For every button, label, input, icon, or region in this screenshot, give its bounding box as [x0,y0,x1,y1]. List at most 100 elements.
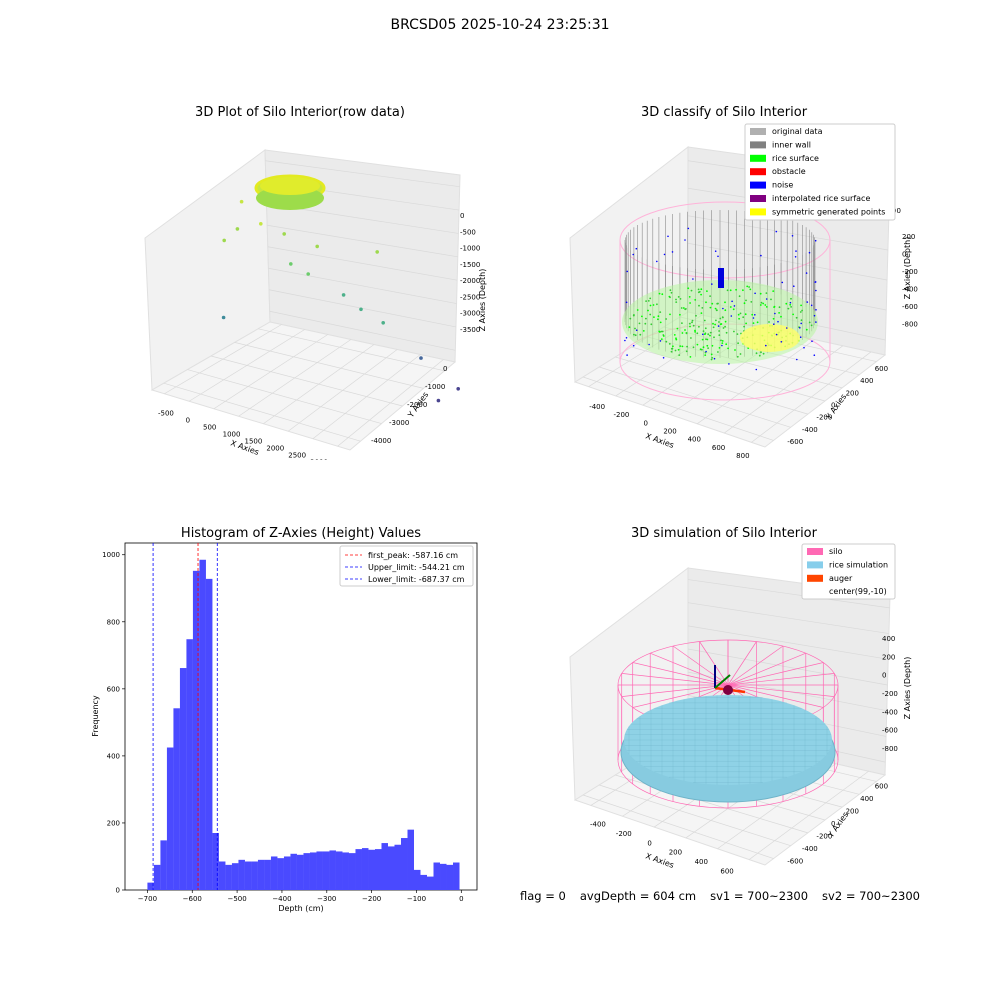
grid-line-z [268,267,457,304]
rice-surface-point [808,321,811,324]
noise-point [722,307,724,310]
histogram-bar [374,849,382,890]
rice-surface-point [701,307,704,309]
silo-roof-wire [727,684,835,697]
rice-surface-point [729,289,732,292]
rice-surface-point [672,345,674,348]
rice-surface-point [668,343,671,345]
flag-text: flag = 0 [520,889,566,903]
x-tick-label: 600 [720,867,733,875]
noise-point [815,309,817,311]
noise-point [626,270,628,273]
rice-surface-point [742,316,745,319]
rice-surface-point [720,339,722,342]
z-tick-label: -400 [882,708,898,716]
rice-surface-point [685,308,687,310]
noise-point [625,337,628,339]
z-tick-label: -1000 [460,245,480,253]
noise-point [733,305,736,307]
sv1-text: sv1 = 700~2300 [710,889,809,903]
rice-surface-point [689,322,691,325]
classify-3d-plot: 3D classify of Silo Interior -400-200020… [569,105,918,460]
legend-swatch [807,561,823,569]
rice-surface-point [755,352,758,355]
grid-line-z [265,160,460,188]
rice-surface-point [694,329,696,332]
rice-surface-point [800,304,802,307]
z-tick-label: -800 [902,320,918,328]
y-tick-label: -600 [787,438,803,446]
legend-label: interpolated rice surface [772,194,870,203]
raw-data-point [359,307,363,312]
y-tick-label: -4000 [371,437,391,445]
y-tick-label: 800 [107,618,120,626]
classify-rice-surface [622,280,818,364]
raw-data-point [306,272,310,276]
rice-surface-point [703,319,706,322]
rice-surface-point [706,290,708,292]
raw-data-point [341,293,346,297]
noise-point [814,239,817,242]
raw-data-point [282,232,286,236]
rice-surface-point [800,319,803,322]
rice-surface-point [737,313,740,316]
histogram-bar [355,849,362,890]
legend-label: obstacle [772,167,806,176]
histogram-bar [296,854,304,890]
legend-swatch [750,181,766,189]
histogram-bar [427,876,434,890]
noise-point [793,285,795,287]
rice-surface-point [645,317,647,320]
noise-point [626,354,628,356]
rice-surface-point [707,347,709,349]
noise-point [635,247,638,250]
histogram-bar [205,578,213,890]
rice-surface-point [710,358,713,361]
rice-surface-point [644,322,647,325]
rice-surface-point [718,347,721,349]
rice-surface-point [751,313,754,316]
noise-point [730,315,733,317]
noise-point [717,325,720,327]
raw-3d-plot: 3D Plot of Silo Interior(row data) -5000… [144,105,487,460]
z-tick-label: 0 [460,212,464,220]
noise-point [625,301,628,304]
rice-surface-point [633,314,635,316]
noise-point [815,321,817,323]
histogram-bar [166,747,174,890]
classify-silo-outline [619,201,831,401]
y-tick-label: 200 [107,819,120,827]
noise-point [811,340,813,342]
histogram-bar [153,864,161,890]
rice-surface-point [743,325,745,328]
rice-surface-point [661,330,664,333]
rice-surface-point [679,298,682,300]
legend-swatch [750,141,766,149]
rice-surface-point [700,288,703,291]
rice-surface-point [652,304,655,306]
simulation-plot-title: 3D simulation of Silo Interior [631,526,818,541]
rice-surface-point [709,331,712,334]
rice-surface-point [714,323,716,326]
noise-point [684,239,686,241]
legend-label: silo [829,547,843,556]
x-tick-label: −100 [407,895,426,903]
rice-surface-point [629,317,632,320]
histogram-bar [361,848,369,890]
silo-roof-wire [727,645,784,686]
rice-surface-point [709,334,711,337]
raw-data-point [222,238,226,243]
rice-surface-point [717,351,719,353]
rice-surface-point [650,323,653,326]
histogram-ylabel: Frequency [91,695,100,737]
rice-surface-point [745,322,747,325]
rice-surface-point [805,328,808,331]
rice-surface-point [639,333,642,336]
rice-surface-point [680,307,683,309]
noise-point [765,344,767,347]
histogram-bar [264,859,271,890]
rice-surface-point [744,313,747,316]
histogram-bar [440,863,447,890]
z-tick-label: -400 [902,285,918,293]
histogram-bar [381,843,388,890]
